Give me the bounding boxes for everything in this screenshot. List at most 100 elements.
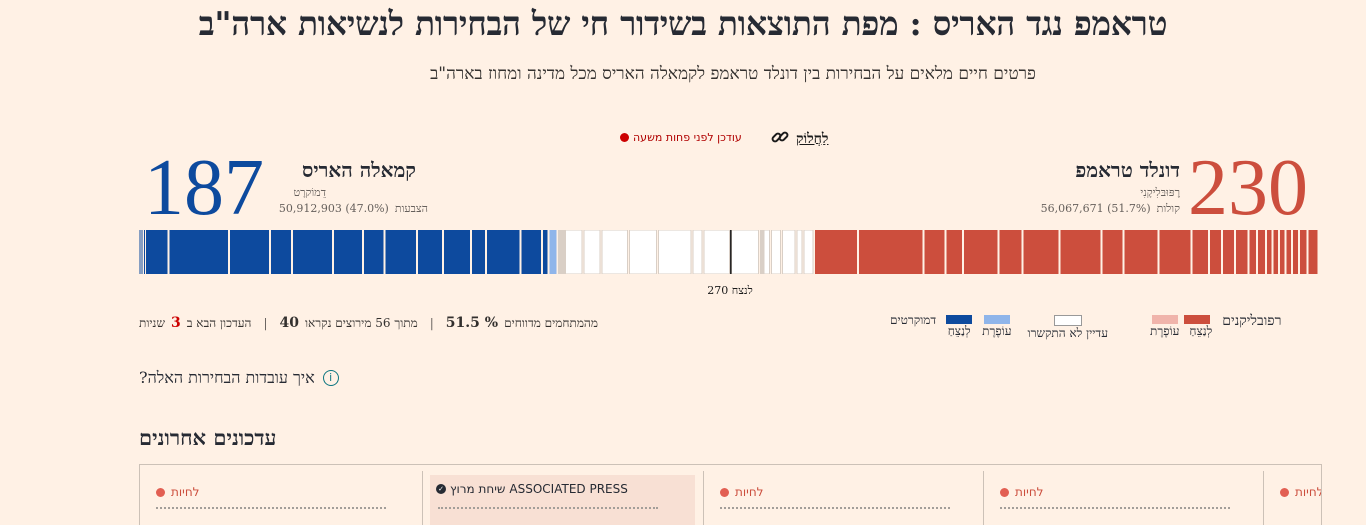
- dem-state-segment[interactable]: [543, 230, 548, 274]
- uncalled-state-segment[interactable]: [628, 230, 658, 274]
- live-dot-icon: [156, 487, 165, 497]
- rep-state-segment[interactable]: [1280, 230, 1285, 274]
- uncalled-state-segment[interactable]: [803, 230, 814, 274]
- dem-state-segment[interactable]: [385, 230, 416, 274]
- live-dot-icon: [1280, 487, 1289, 497]
- legend-rep-title: רפובליקנים: [1222, 313, 1282, 329]
- share-button[interactable]: לַחֲלוֹק: [770, 127, 828, 151]
- uncalled-state-segment[interactable]: [796, 230, 803, 274]
- dem-state-segment[interactable]: [417, 230, 442, 274]
- legend-dem-title: דמוקרטים: [890, 313, 937, 327]
- dem-state-segment[interactable]: [271, 230, 291, 274]
- dem-state-segment[interactable]: [230, 230, 270, 274]
- rep-state-segment[interactable]: [1273, 230, 1279, 274]
- update-card[interactable]: לחיות: [140, 465, 422, 525]
- rep-state-segment[interactable]: [1308, 230, 1318, 274]
- uncalled-state-segment[interactable]: [565, 230, 583, 274]
- update-card-ap[interactable]: ✓ שיחת מרוץ ASSOCIATED PRESS: [430, 475, 695, 525]
- info-icon: i: [322, 370, 339, 386]
- rep-state-segment[interactable]: [1293, 230, 1298, 274]
- trump-electoral-count: 230: [1188, 144, 1308, 232]
- next-update-unit: שניות: [139, 315, 165, 330]
- uncalled-state-segment[interactable]: [601, 230, 628, 274]
- legend-dem-lean-label: עוֹפֶרֶת: [982, 324, 1012, 338]
- dem-state-segment[interactable]: [145, 230, 168, 274]
- page-subtitle: פרטים חיים מלאים על הבחירות בין דונלד טר…: [430, 64, 1036, 84]
- live-label: לחיות: [171, 485, 200, 499]
- dem-state-segment[interactable]: [521, 230, 542, 274]
- uncalled-state-segment[interactable]: [658, 230, 692, 274]
- rep-winner-swatch: [1184, 315, 1211, 324]
- live-dot-icon: [620, 133, 629, 142]
- dem-state-segment[interactable]: [139, 230, 141, 274]
- legend-dem-winner: לְנַצֵחַ: [946, 315, 973, 339]
- dem-state-segment[interactable]: [471, 230, 486, 274]
- uncalled-state-segment[interactable]: [703, 230, 730, 274]
- rep-state-segment[interactable]: [1299, 230, 1307, 274]
- rep-state-segment[interactable]: [964, 230, 998, 274]
- harris-name: קמאלה האריס: [301, 158, 416, 182]
- rep-state-segment[interactable]: [1249, 230, 1257, 274]
- uncalled-state-segment[interactable]: [730, 230, 759, 274]
- dem-state-segment[interactable]: [292, 230, 332, 274]
- rep-state-segment[interactable]: [1222, 230, 1235, 274]
- rep-state-segment[interactable]: [946, 230, 963, 274]
- uncalled-state-segment[interactable]: [563, 230, 566, 274]
- harris-votes-label: הצבעות: [394, 202, 428, 215]
- rep-state-segment[interactable]: [1102, 230, 1123, 274]
- uncalled-state-segment[interactable]: [781, 230, 796, 274]
- rep-state-segment[interactable]: [1192, 230, 1208, 274]
- legend-uncalled: עדיין לא התקשרו: [1028, 315, 1108, 341]
- live-tag: לחיות: [720, 485, 764, 499]
- dem-state-segment[interactable]: [143, 230, 145, 274]
- uncalled-state-segment[interactable]: [557, 230, 560, 274]
- rep-state-segment[interactable]: [1258, 230, 1265, 274]
- recent-updates-heading: עדכונים אחרונים: [139, 425, 277, 450]
- live-tag: לחיות: [1280, 485, 1322, 499]
- check-icon: ✓: [436, 484, 446, 494]
- rep-state-segment[interactable]: [1023, 230, 1059, 274]
- dem-state-segment[interactable]: [443, 230, 470, 274]
- update-card[interactable]: לחיות: [704, 465, 984, 525]
- rep-state-segment[interactable]: [1266, 230, 1272, 274]
- legend-dem-winner-label: לְנַצֵחַ: [947, 324, 971, 338]
- races-called-label: מתוך 56 מירוצים נקראו: [304, 315, 418, 330]
- rep-state-segment[interactable]: [1286, 230, 1292, 274]
- rep-state-segment[interactable]: [1124, 230, 1158, 274]
- rep-state-segment[interactable]: [1060, 230, 1101, 274]
- live-label: לחיות: [1295, 485, 1322, 499]
- rep-state-segment[interactable]: [815, 230, 857, 274]
- dem-state-segment[interactable]: [141, 230, 143, 274]
- stats-row: שניות 3 העדכון הבא ב | 40 מתוך 56 מירוצי…: [139, 315, 598, 331]
- uncalled-state-segment[interactable]: [761, 230, 764, 274]
- dem-lean-segment[interactable]: [549, 230, 557, 274]
- uncalled-state-segment[interactable]: [583, 230, 601, 274]
- rep-state-segment[interactable]: [999, 230, 1022, 274]
- rep-state-segment[interactable]: [1159, 230, 1191, 274]
- uncalled-state-segment[interactable]: [770, 230, 781, 274]
- live-dot-icon: [1000, 487, 1009, 497]
- uncalled-state-segment[interactable]: [561, 230, 564, 274]
- rep-state-segment[interactable]: [1236, 230, 1248, 274]
- trump-name: דונלד טראמפ: [1075, 158, 1180, 182]
- uncalled-state-segment[interactable]: [692, 230, 703, 274]
- uncalled-swatch: [1053, 315, 1082, 326]
- rep-state-segment[interactable]: [1209, 230, 1221, 274]
- uncalled-state-segment[interactable]: [559, 230, 562, 274]
- legend-rep-lean: עוֹפֶרֶת לְנַצֵחַ: [1150, 315, 1212, 339]
- live-tag: לחיות: [156, 485, 200, 499]
- rep-state-segment[interactable]: [858, 230, 923, 274]
- uncalled-state-segment[interactable]: [763, 230, 770, 274]
- electoral-bar[interactable]: [139, 230, 1319, 274]
- dem-state-segment[interactable]: [364, 230, 384, 274]
- uncalled-state-segment[interactable]: [759, 230, 762, 274]
- update-card[interactable]: לחיות: [984, 465, 1264, 525]
- dem-state-segment[interactable]: [169, 230, 229, 274]
- update-card[interactable]: לחיות: [1264, 465, 1321, 525]
- how-elections-work-link[interactable]: ?איך עובדות הבחירות האלה i: [139, 368, 339, 388]
- races-called-count: 40: [279, 315, 299, 331]
- dem-state-segment[interactable]: [487, 230, 520, 274]
- rep-lean-swatch: [1152, 315, 1179, 324]
- dem-state-segment[interactable]: [333, 230, 363, 274]
- rep-state-segment[interactable]: [924, 230, 945, 274]
